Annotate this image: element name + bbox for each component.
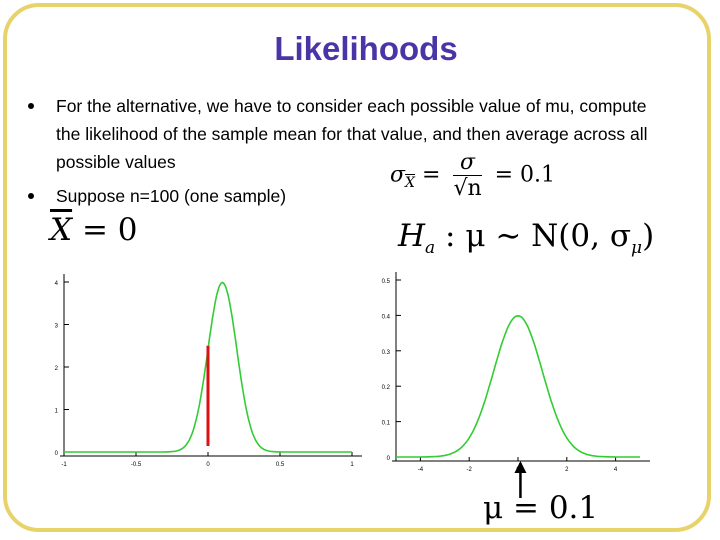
- xbar-value: = 0: [81, 212, 138, 248]
- sigma-value: = 0.1: [494, 162, 556, 188]
- right-plot-y-tick-label: 0.3: [382, 350, 391, 356]
- ha-symbol: H: [398, 218, 426, 254]
- ha-subscript-mu: μ: [631, 238, 643, 259]
- left-plot-y-tick-label: 0: [55, 451, 59, 457]
- sigma-sub: X: [405, 174, 415, 191]
- left-plot-x-tick-label: 0.5: [276, 462, 285, 468]
- sigma-equals: =: [422, 162, 441, 188]
- slide-title: Likelihoods: [274, 30, 458, 67]
- left-plot-y-tick-label: 4: [55, 281, 59, 287]
- sigma-formula: σX = σ √n = 0.1: [390, 150, 555, 201]
- bullet-text: For the alternative, we have to consider…: [56, 96, 648, 172]
- slide-frame: [3, 3, 711, 532]
- bullet-item: For the alternative, we have to consider…: [24, 92, 674, 176]
- right-plot-y-tick-label: 0.2: [382, 385, 391, 391]
- ha-close: ): [642, 218, 655, 254]
- bullet-dot-icon: [28, 103, 34, 109]
- sigma-denominator: √n: [453, 176, 482, 201]
- left-plot-y-tick-label: 3: [55, 324, 59, 330]
- right-plot-x-tick-label: 2: [565, 467, 569, 473]
- sigma-numerator: σ: [453, 150, 482, 176]
- ha-subscript: a: [425, 238, 436, 259]
- bullet-text: Suppose n=100 (one sample): [56, 186, 287, 206]
- bullet-list: For the alternative, we have to consider…: [24, 92, 674, 216]
- right-plot-y-tick-label: 0.5: [382, 279, 391, 285]
- left-plot-y-tick-label: 1: [55, 409, 59, 415]
- ha-rest: : μ ∼ N(0, σ: [445, 218, 631, 254]
- right-plot-density-curve: [396, 314, 640, 458]
- right-plot-x-tick-label: -2: [467, 467, 473, 473]
- left-plot-x-tick-label: 0: [206, 462, 210, 468]
- left-plot-y-tick-label: 2: [55, 366, 59, 372]
- left-plot-x-tick-label: 1: [350, 462, 354, 468]
- bullet-dot-icon: [28, 193, 34, 199]
- sigma-lhs: σ: [390, 162, 406, 188]
- left-plot-x-tick-label: -0.5: [131, 462, 142, 468]
- right-plot-x-tick-label: -4: [418, 467, 424, 473]
- right-plot-x-tick-label: 4: [614, 467, 618, 473]
- bullet-item: Suppose n=100 (one sample): [24, 182, 674, 210]
- sigma-fraction: σ √n: [453, 150, 482, 201]
- mu-label: μ = 0.1: [483, 490, 599, 526]
- xbar-variable: X: [50, 212, 73, 248]
- right-plot-y-tick-label: 0: [387, 456, 391, 462]
- ha-formula: Ha : μ ∼ N(0, σμ): [398, 218, 654, 258]
- left-plot-x-tick-label: -1: [61, 462, 67, 468]
- right-plot-y-tick-label: 0.1: [382, 421, 391, 427]
- right-plot-y-tick-label: 0.4: [382, 314, 391, 320]
- mu-arrow-head-icon: [514, 461, 527, 473]
- xbar-formula: X = 0: [50, 212, 138, 248]
